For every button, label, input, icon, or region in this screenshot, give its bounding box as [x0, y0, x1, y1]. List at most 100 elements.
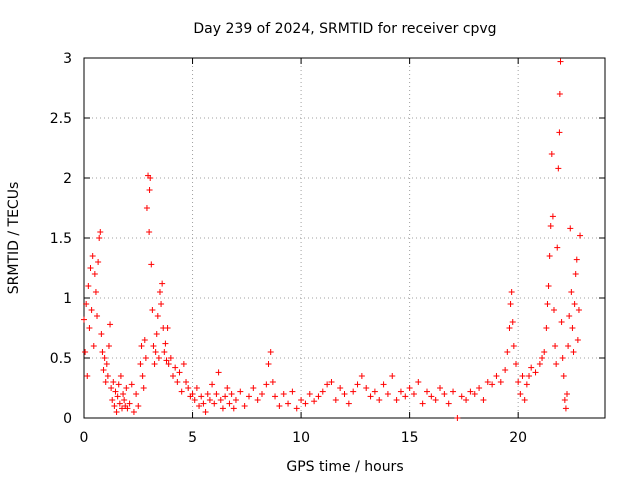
- data-point: [95, 259, 102, 265]
- data-point: [152, 349, 159, 355]
- data-point: [341, 391, 348, 397]
- data-point: [543, 325, 550, 331]
- y-tick-label: 2: [63, 171, 72, 187]
- data-point: [380, 381, 387, 388]
- data-point: [559, 355, 566, 361]
- y-axis-label: SRMTID / TECUs: [6, 182, 22, 295]
- data-point: [228, 391, 235, 397]
- data-point: [517, 391, 524, 397]
- data-point: [350, 388, 357, 395]
- data-point: [293, 405, 300, 412]
- data-point: [154, 313, 161, 319]
- data-point: [114, 393, 121, 400]
- data-point: [161, 349, 168, 355]
- data-point: [437, 385, 444, 391]
- data-point: [230, 405, 237, 412]
- data-point: [546, 253, 553, 259]
- data-point: [112, 388, 119, 395]
- data-point: [82, 349, 89, 355]
- data-point: [521, 397, 528, 403]
- data-point: [548, 151, 555, 157]
- data-point: [176, 369, 183, 376]
- data-point: [467, 388, 474, 395]
- data-point: [552, 343, 559, 349]
- data-point: [484, 379, 491, 385]
- data-point: [536, 361, 543, 367]
- y-tick-label: 0.5: [50, 351, 72, 367]
- data-point: [204, 391, 211, 397]
- data-point: [94, 313, 101, 319]
- data-point: [151, 361, 158, 367]
- data-point: [137, 361, 144, 367]
- data-point: [118, 405, 125, 412]
- data-point: [191, 397, 198, 403]
- data-point: [570, 349, 577, 355]
- data-point: [410, 391, 417, 397]
- data-point: [568, 289, 575, 295]
- data-point: [376, 397, 383, 403]
- data-point: [185, 385, 192, 391]
- data-point: [167, 355, 174, 361]
- data-point: [245, 393, 252, 400]
- data-point: [575, 307, 582, 313]
- data-point: [544, 301, 551, 307]
- data-point: [319, 388, 326, 395]
- data-point: [298, 397, 305, 403]
- data-point: [571, 301, 578, 307]
- data-point: [289, 388, 296, 395]
- data-point: [107, 321, 114, 328]
- data-point: [497, 379, 504, 385]
- data-point: [397, 388, 404, 395]
- data-point: [502, 367, 509, 373]
- data-point: [150, 343, 157, 349]
- data-point: [545, 283, 552, 289]
- data-point: [81, 316, 87, 323]
- data-point: [324, 381, 331, 388]
- data-point: [541, 349, 548, 355]
- data-point: [560, 373, 567, 379]
- data-point: [269, 379, 276, 385]
- data-point: [86, 325, 93, 331]
- data-point: [506, 325, 513, 331]
- data-point: [389, 373, 396, 379]
- data-point: [567, 225, 574, 232]
- data-point: [200, 400, 207, 407]
- data-point: [83, 301, 90, 307]
- data-point: [504, 349, 511, 355]
- data-point: [178, 388, 185, 395]
- x-axis-label: GPS time / hours: [286, 459, 403, 475]
- data-point: [211, 400, 218, 407]
- data-point: [141, 337, 148, 343]
- data-point: [117, 373, 124, 379]
- data-point: [226, 400, 233, 407]
- data-point: [250, 385, 257, 391]
- data-point: [384, 391, 391, 397]
- data-point: [577, 232, 584, 239]
- x-tick-label: 5: [188, 430, 197, 446]
- data-point: [232, 397, 239, 403]
- data-point: [280, 391, 287, 397]
- data-point: [111, 403, 118, 409]
- data-point: [88, 307, 95, 313]
- data-point: [142, 355, 149, 361]
- data-point: [306, 391, 313, 397]
- data-point: [550, 307, 557, 313]
- data-point: [519, 373, 526, 379]
- data-point: [574, 337, 581, 343]
- data-point: [507, 301, 514, 307]
- data-point: [523, 381, 530, 388]
- data-point: [441, 391, 448, 397]
- data-point: [555, 165, 562, 172]
- data-point: [193, 385, 200, 391]
- data-point: [458, 393, 465, 400]
- data-point: [104, 373, 111, 379]
- data-point: [148, 261, 155, 268]
- data-point: [109, 397, 116, 403]
- data-point: [84, 373, 91, 379]
- data-point: [328, 379, 335, 385]
- data-point: [476, 385, 483, 391]
- data-point: [159, 280, 166, 287]
- data-point: [508, 289, 515, 295]
- data-point: [532, 369, 539, 376]
